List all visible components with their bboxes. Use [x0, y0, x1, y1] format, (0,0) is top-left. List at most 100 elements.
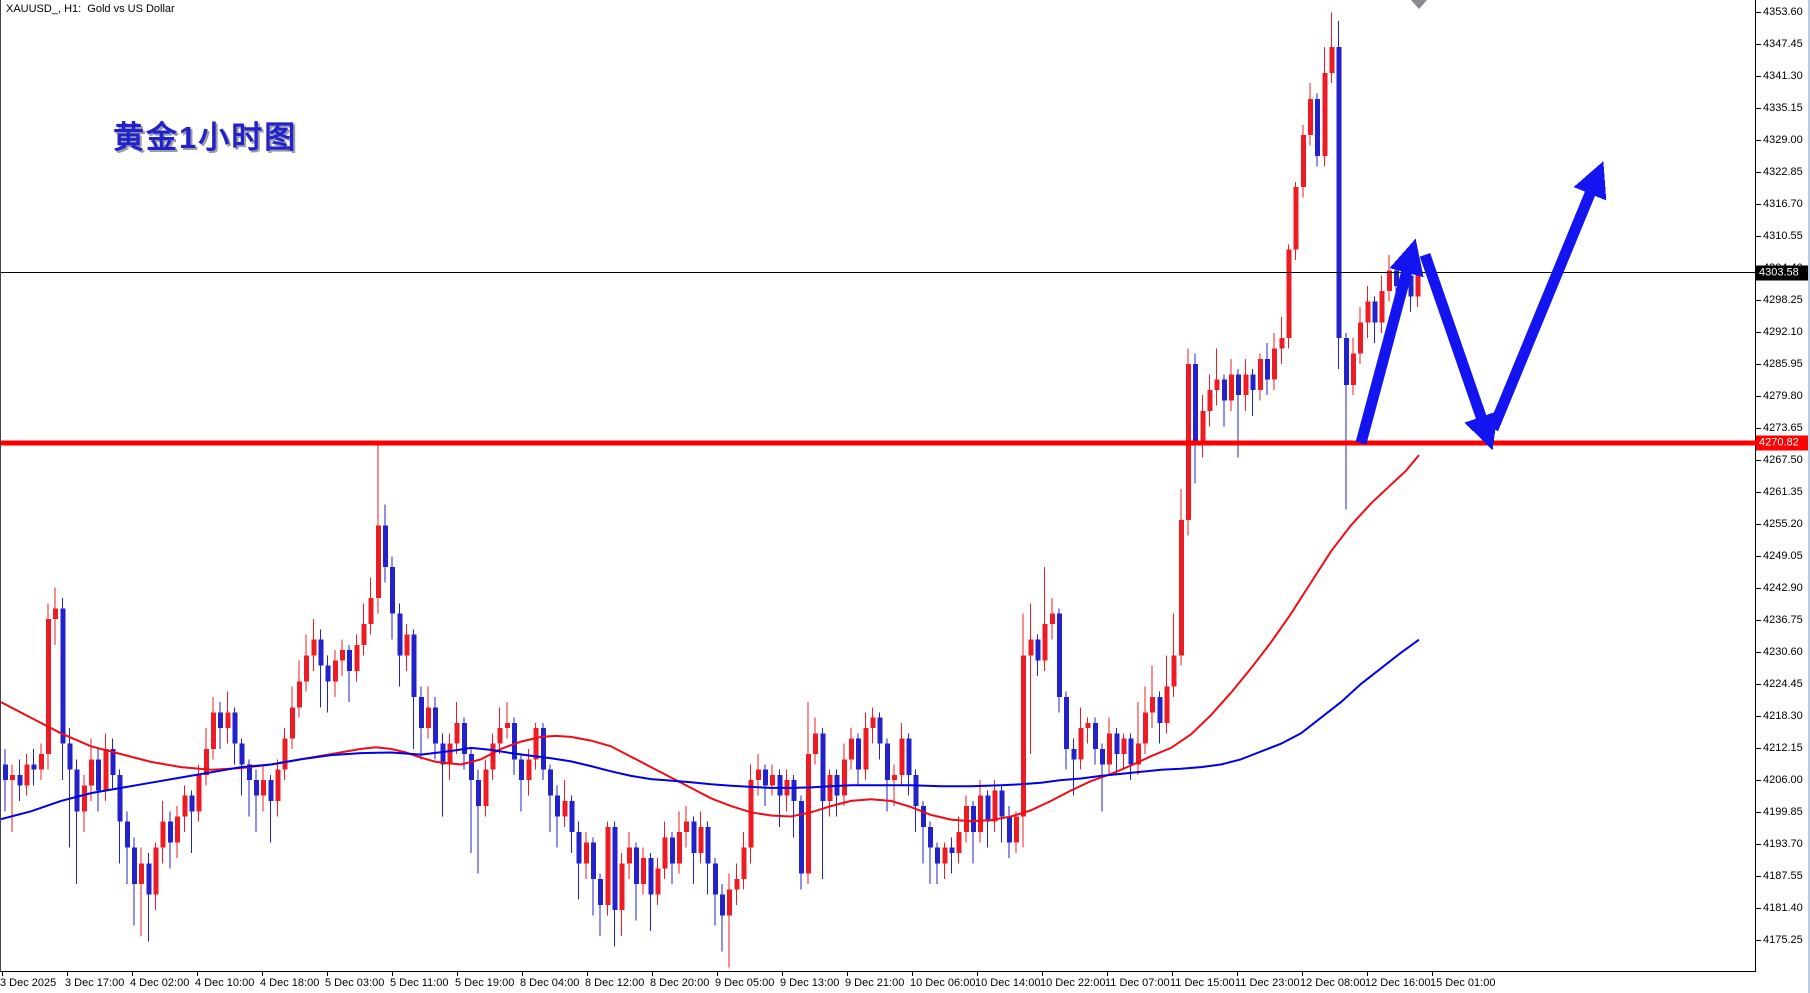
candle-body: [1013, 816, 1019, 843]
candle-body: [375, 525, 381, 599]
candle-body: [1121, 738, 1127, 755]
candle-body: [218, 712, 224, 729]
price-tick: [1756, 748, 1761, 750]
time-tick-label: 15 Dec 01:00: [1430, 977, 1496, 989]
time-tick-label: 8 Dec 12:00: [585, 977, 645, 989]
price-tick-label: 4255.20: [1763, 518, 1803, 531]
candle-body: [1300, 135, 1306, 188]
candle-body: [10, 774, 16, 781]
candle-body: [461, 722, 467, 755]
price-tick: [1756, 332, 1761, 334]
chart-canvas[interactable]: XAUUSD_, H1: Gold vs US Dollar 黄金1小时图: [0, 0, 1757, 972]
candle-body: [734, 878, 740, 890]
candle-body: [454, 722, 460, 744]
candle-body: [124, 821, 130, 848]
time-tick-label: 4 Dec 02:00: [130, 977, 190, 989]
forecast-arrow[interactable]: [1419, 253, 1498, 451]
candle-body: [662, 837, 668, 869]
price-tick: [1756, 364, 1761, 366]
time-tick: [457, 972, 458, 976]
candle-body: [913, 774, 919, 807]
time-tick: [132, 972, 133, 976]
candle-body: [261, 780, 267, 796]
candle-body: [590, 842, 596, 879]
candle-body: [182, 795, 188, 817]
price-tick-label: 4285.95: [1763, 358, 1803, 371]
candle-body: [813, 733, 819, 755]
candle-body: [497, 728, 503, 744]
price-tick-label: 4267.50: [1763, 454, 1803, 467]
price-tick-label: 4261.35: [1763, 486, 1803, 499]
candle-body: [1178, 520, 1184, 656]
price-tick: [1756, 460, 1761, 462]
price-axis[interactable]: 4353.60 4347.45 4341.30 4335.15 4329.00 4322.…: [1756, 0, 1810, 972]
time-tick: [717, 972, 718, 976]
candle-body: [426, 707, 432, 729]
candle-body: [282, 738, 288, 770]
candle-body: [67, 743, 73, 770]
price-tick-label: 4187.55: [1763, 870, 1803, 883]
chart-title: XAUUSD_, H1: Gold vs US Dollar: [6, 3, 175, 15]
candle-body: [1322, 72, 1328, 157]
candle-body: [1135, 743, 1141, 765]
candle-body: [3, 764, 8, 781]
candle-body: [849, 738, 855, 760]
candle-body: [339, 650, 345, 661]
time-tick: [392, 972, 393, 976]
candle-body: [684, 821, 690, 833]
price-tick-label: 4353.60: [1763, 6, 1803, 19]
candle-body: [970, 806, 976, 833]
candle-body: [304, 655, 310, 682]
price-tick-label: 4273.65: [1763, 422, 1803, 435]
candlestick-chart[interactable]: [1, 0, 1757, 972]
candle-body: [1372, 301, 1378, 323]
candle-body: [720, 894, 725, 916]
candle-body: [512, 722, 518, 760]
candle-body: [1365, 301, 1371, 323]
time-axis[interactable]: 3 Dec 2025 3 Dec 17:00 4 Dec 02:00 4 Dec 10…: [0, 972, 1810, 993]
candle-body: [139, 863, 145, 885]
candle-body: [999, 790, 1005, 817]
candle-body: [612, 826, 618, 911]
candle-body: [153, 847, 159, 895]
candle-body: [469, 754, 475, 781]
candle-body: [311, 639, 317, 656]
price-tick-label: 4329.00: [1763, 134, 1803, 147]
candle-body: [1035, 639, 1041, 661]
candle-body: [705, 826, 711, 864]
forecast-arrow[interactable]: [1487, 161, 1607, 432]
price-tick-label: 4199.85: [1763, 806, 1803, 819]
candle-body: [447, 743, 453, 765]
candle-body: [253, 780, 259, 796]
candle-body: [504, 722, 510, 729]
price-tick: [1756, 876, 1761, 878]
candle-body: [1114, 733, 1120, 755]
time-tick: [67, 972, 68, 976]
chart-shift-marker-icon[interactable]: [1411, 0, 1427, 9]
price-tick: [1756, 652, 1761, 654]
price-tick: [1756, 76, 1761, 78]
candle-body: [1272, 348, 1278, 380]
ma_red-line: [1, 454, 1420, 823]
forecast-arrow[interactable]: [1355, 238, 1424, 445]
candle-body: [1028, 639, 1034, 656]
candle-body: [1386, 270, 1392, 292]
price-tick-label: 4230.60: [1763, 646, 1803, 659]
candle-body: [1358, 322, 1364, 354]
candle-body: [863, 728, 869, 770]
time-tick-label: 10 Dec 14:00: [975, 977, 1041, 989]
price-tick-label: 4212.15: [1763, 742, 1803, 755]
candle-body: [1286, 249, 1292, 339]
time-tick: [1107, 972, 1108, 976]
candle-body: [877, 717, 883, 744]
annotation-label[interactable]: 黄金1小时图: [113, 120, 298, 155]
price-tick-label: 4347.45: [1763, 38, 1803, 51]
candle-body: [60, 608, 66, 744]
time-tick-label: 3 Dec 17:00: [65, 977, 125, 989]
time-tick-label: 8 Dec 04:00: [520, 977, 580, 989]
candle-body: [239, 743, 245, 765]
price-tick: [1756, 108, 1761, 110]
price-tick: [1756, 428, 1761, 430]
support-price-tag: 4270.82: [1756, 435, 1808, 451]
candle-body: [232, 712, 238, 744]
